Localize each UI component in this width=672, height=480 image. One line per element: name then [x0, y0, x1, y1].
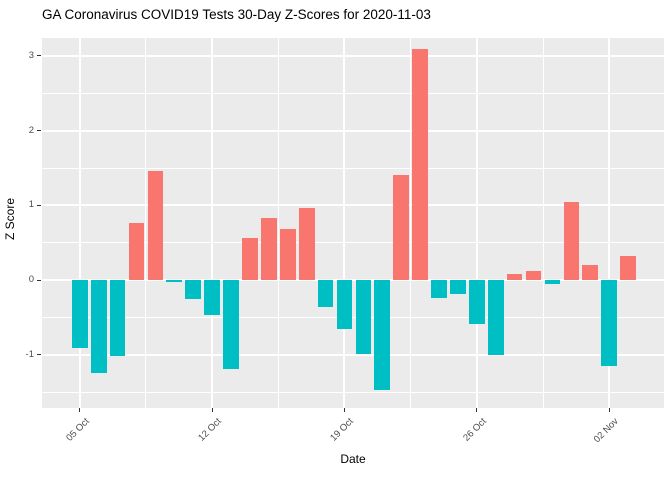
bar	[355, 280, 372, 355]
y-tick-mark	[37, 354, 41, 356]
y-minor-gridline	[42, 92, 664, 94]
x-tick-label: 12 Oct	[196, 416, 224, 444]
y-major-gridline	[42, 353, 664, 356]
y-tick-label: -1	[25, 348, 34, 360]
x-major-gridline	[343, 38, 346, 408]
bar	[582, 265, 599, 281]
bar	[298, 207, 315, 281]
y-major-gridline	[42, 204, 664, 207]
bar	[620, 255, 636, 281]
x-tick-mark	[476, 408, 478, 412]
y-major-gridline	[42, 279, 664, 282]
bar	[204, 280, 220, 316]
y-tick-mark	[37, 204, 41, 206]
x-tick-label: 05 Oct	[63, 416, 92, 444]
bar	[412, 49, 428, 281]
bar	[374, 280, 391, 391]
y-major-gridline	[42, 54, 664, 57]
y-tick-label: 3	[28, 49, 34, 61]
y-major-gridline	[42, 129, 664, 132]
bar	[223, 280, 239, 370]
y-tick-label: 2	[28, 124, 34, 136]
x-axis-title: Date	[340, 452, 366, 466]
bar	[450, 280, 466, 294]
x-tick-label: 26 Oct	[461, 416, 489, 444]
x-major-gridline	[211, 38, 214, 408]
bar	[393, 174, 410, 281]
bar	[261, 218, 277, 281]
bar	[147, 171, 164, 281]
x-tick-mark	[343, 408, 345, 412]
bar	[279, 229, 296, 281]
y-minor-gridline	[42, 242, 664, 244]
x-minor-gridline	[145, 38, 147, 408]
y-tick-mark	[37, 279, 41, 281]
x-major-gridline	[608, 38, 611, 408]
bar	[563, 201, 580, 281]
bar	[525, 271, 542, 281]
bar	[128, 223, 145, 281]
y-tick-mark	[37, 130, 41, 132]
bar	[506, 274, 523, 281]
y-tick-mark	[37, 55, 41, 57]
bar	[242, 238, 258, 281]
bar	[544, 280, 561, 284]
y-tick-label: 0	[28, 274, 34, 286]
bar	[166, 280, 183, 283]
plot-panel	[42, 38, 664, 408]
bar	[601, 280, 617, 367]
x-tick-mark	[79, 408, 81, 412]
y-axis-title: Z Score	[3, 198, 17, 241]
bar	[468, 280, 485, 324]
x-minor-gridline	[277, 38, 279, 408]
y-minor-gridline	[42, 167, 664, 169]
bar	[71, 280, 88, 349]
x-major-gridline	[475, 38, 478, 408]
y-minor-gridline	[42, 317, 664, 319]
x-minor-gridline	[542, 38, 544, 408]
x-major-gridline	[78, 38, 81, 408]
chart-title: GA Coronavirus COVID19 Tests 30-Day Z-Sc…	[42, 7, 431, 22]
x-tick-label: 02 Nov	[591, 416, 621, 446]
bar	[317, 280, 334, 308]
bar	[336, 280, 353, 329]
bar	[109, 280, 126, 357]
x-tick-label: 19 Oct	[328, 416, 357, 444]
x-minor-gridline	[410, 38, 412, 408]
bar	[487, 280, 504, 355]
bar	[431, 280, 447, 299]
bar	[185, 280, 202, 299]
x-tick-mark	[608, 408, 610, 412]
y-minor-gridline	[42, 391, 664, 393]
x-tick-mark	[211, 408, 213, 412]
y-tick-label: 1	[28, 199, 34, 211]
bar	[90, 280, 107, 373]
